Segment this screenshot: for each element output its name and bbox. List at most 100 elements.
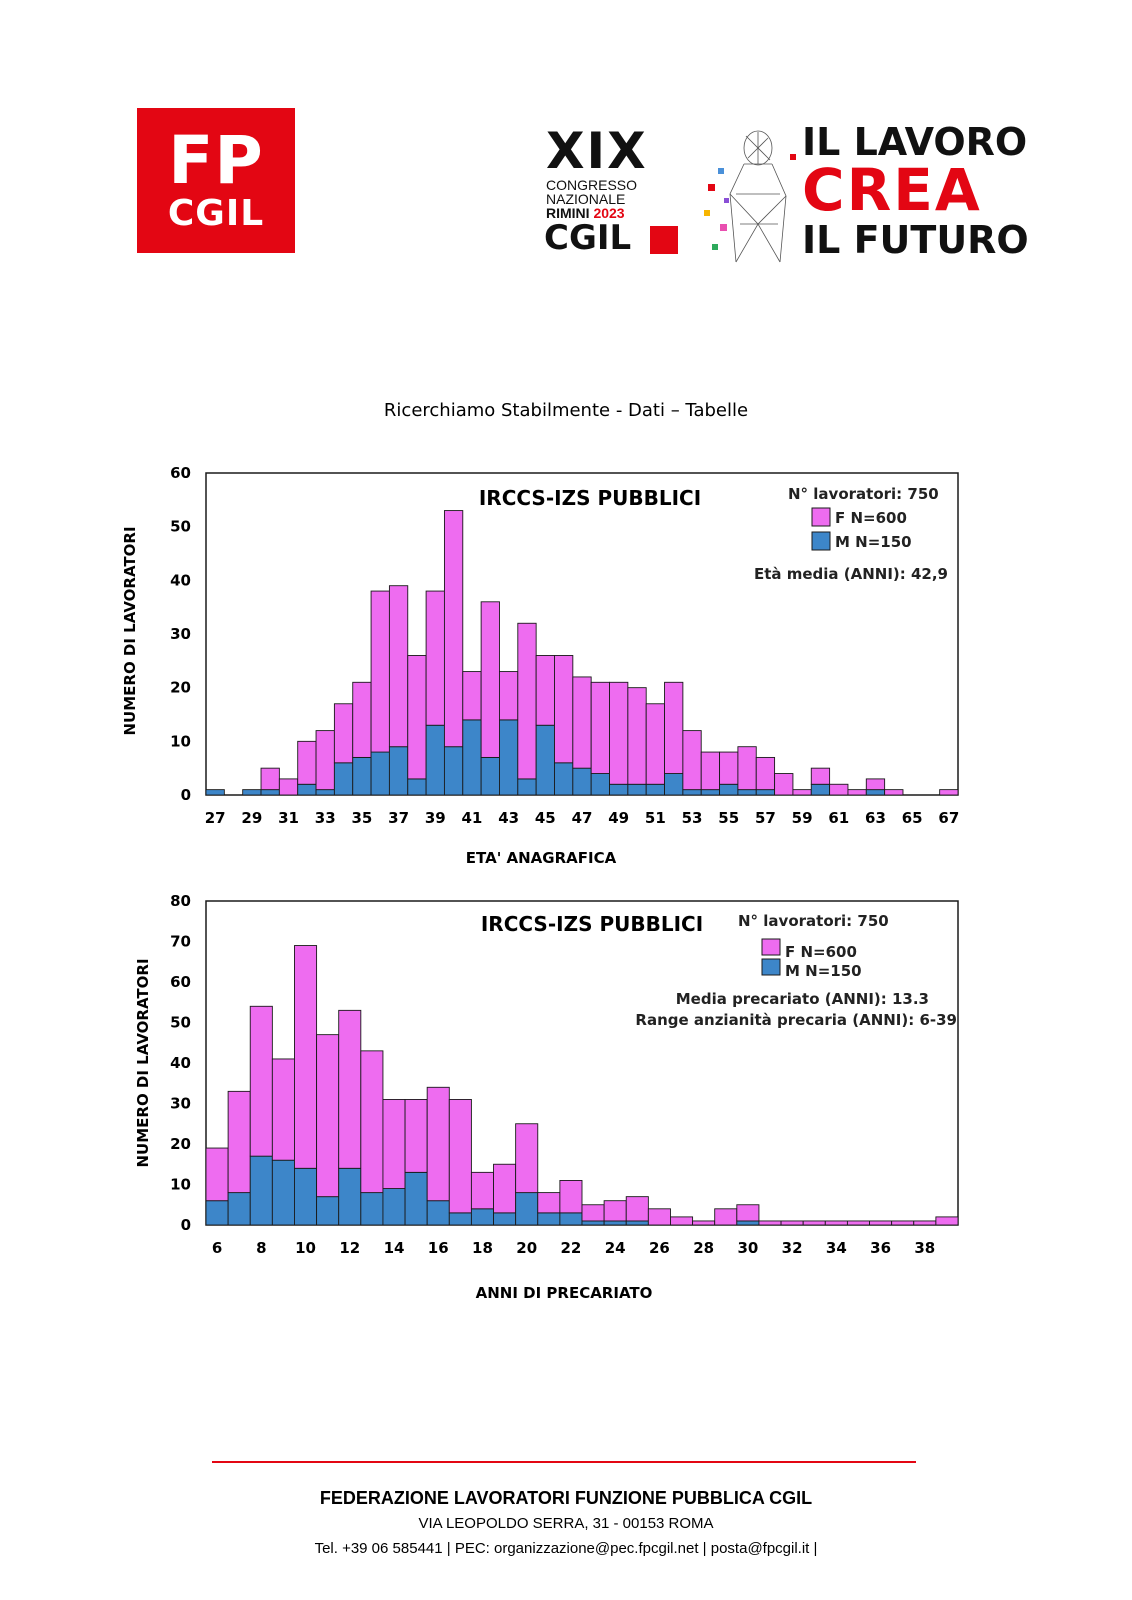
bar-female <box>388 585 409 748</box>
x-tick-label: 45 <box>535 809 556 827</box>
y-tick-label: 0 <box>181 786 191 804</box>
bar-female <box>271 1058 295 1161</box>
bar-male <box>360 1192 384 1226</box>
bar-male <box>242 789 262 796</box>
legend-note-mean: Media precariato (ANNI): 13.3 <box>676 990 929 1008</box>
bar-male <box>603 1220 627 1226</box>
y-tick-label: 80 <box>170 892 191 910</box>
bar-female <box>774 773 794 796</box>
congress-slogan-line2: CREA <box>802 156 982 224</box>
bar-female <box>517 622 537 780</box>
congress-year: 2023 <box>593 205 625 221</box>
bar-female <box>692 1220 716 1226</box>
bar-female <box>425 590 445 726</box>
bar-male <box>535 724 555 796</box>
bar-male <box>517 778 537 796</box>
bar-female <box>736 1204 760 1222</box>
y-axis-label: NUMERO DI LAVORATORI <box>134 958 152 1167</box>
bar-female <box>802 1220 826 1226</box>
legend-label-m: M N=150 <box>785 962 862 980</box>
y-tick-label: 10 <box>170 1176 191 1194</box>
x-tick-labels: 27 29 31 33 35 37 39 41 43 45 47 49 51 53 55 57 59 61 63 65… <box>205 809 960 827</box>
congress-numeral: XIX <box>546 122 648 180</box>
x-tick-label: 63 <box>865 809 886 827</box>
legend-note-mean-age: Età media (ANNI): 42,9 <box>754 565 948 583</box>
bar-female <box>609 681 629 785</box>
x-tick-label: 6 <box>212 1239 222 1257</box>
x-tick-label: 35 <box>351 809 372 827</box>
bar-female <box>382 1098 406 1189</box>
bar-male <box>581 1220 605 1226</box>
congress-slogan-line3: IL FUTURO <box>802 218 1029 262</box>
bar-female <box>792 789 812 796</box>
bar-female <box>205 1147 229 1202</box>
bar-male <box>700 789 721 796</box>
y-tick-label: 20 <box>170 1135 191 1153</box>
y-tick-label: 0 <box>181 1216 191 1234</box>
x-tick-label: 12 <box>339 1239 360 1257</box>
footer-contacts: Tel. +39 06 585441 | PEC: organizzazione… <box>314 1540 818 1557</box>
chart-title: IRCCS-IZS PUBBLICI <box>481 912 703 936</box>
x-tick-label: 31 <box>278 809 299 827</box>
legend-note-range: Range anzianità precaria (ANNI): 6-39 <box>635 1011 957 1029</box>
bar-female <box>480 601 500 758</box>
bar-female <box>714 1208 738 1226</box>
bar-male <box>627 783 647 796</box>
x-tick-label: 30 <box>737 1239 758 1257</box>
bar-male <box>590 773 610 796</box>
congress-org: CGIL <box>544 218 632 258</box>
bar-female <box>780 1220 804 1226</box>
fp-cgil-logo: FP CGIL <box>137 108 295 253</box>
x-axis-label: ETA' ANAGRAFICA <box>466 849 617 867</box>
x-tick-label: 16 <box>428 1239 449 1257</box>
bar-female <box>493 1163 517 1214</box>
bar-female <box>260 767 280 791</box>
legend-label-m: M N=150 <box>835 533 912 551</box>
footer-address: VIA LEOPOLDO SERRA, 31 - 00153 ROMA <box>418 1515 714 1532</box>
congress-line2: NAZIONALE <box>546 191 626 207</box>
legend-swatch-f <box>811 507 831 527</box>
bar-female <box>869 1220 893 1226</box>
bar-male <box>297 783 317 796</box>
x-tick-label: 24 <box>605 1239 626 1257</box>
bar-male <box>470 1208 494 1226</box>
congress-figure-illustration <box>704 130 796 263</box>
bar-female <box>847 789 867 796</box>
x-tick-label: 55 <box>718 809 739 827</box>
bar-male <box>493 1212 517 1226</box>
legend-header: N° lavoratori: 750 <box>788 485 939 503</box>
bar-female <box>810 767 831 785</box>
x-tick-label: 61 <box>828 809 849 827</box>
x-tick-label: 51 <box>645 809 666 827</box>
y-tick-label: 40 <box>170 1054 191 1072</box>
bar-female <box>581 1204 605 1222</box>
footer-organization: FEDERAZIONE LAVORATORI FUNZIONE PUBBLICA… <box>319 1488 813 1508</box>
precariousness-histogram-chart: 0 10 20 30 40 50 60 70 80 6 8 10 12 14 16 18 20 22 24 26 28… <box>134 892 959 1302</box>
y-tick-label: 40 <box>170 571 191 589</box>
bar-female <box>499 671 519 721</box>
x-tick-label: 43 <box>498 809 519 827</box>
y-tick-label: 30 <box>170 625 191 643</box>
y-tick-labels: 0 10 20 30 40 50 60 70 80 <box>170 892 191 1234</box>
legend-swatch-m <box>811 531 831 551</box>
bar-male <box>249 1155 273 1226</box>
x-tick-label: 14 <box>384 1239 405 1257</box>
bar-male <box>737 789 757 796</box>
bar-male <box>719 783 739 796</box>
bar-female <box>590 681 610 774</box>
bar-male <box>499 719 519 796</box>
fp-logo-line1: FP <box>168 121 264 199</box>
footer-divider <box>212 1461 916 1463</box>
bars <box>205 945 959 1226</box>
bar-female <box>360 1050 384 1194</box>
bar-male <box>559 1212 583 1226</box>
bar-female <box>407 655 427 780</box>
bar-male <box>271 1159 295 1226</box>
bar-male <box>625 1220 649 1226</box>
bar-male <box>865 789 886 796</box>
bar-female <box>559 1180 583 1214</box>
x-tick-label: 37 <box>388 809 409 827</box>
bars <box>205 510 959 796</box>
x-tick-label: 57 <box>755 809 776 827</box>
x-tick-label: 47 <box>572 809 593 827</box>
